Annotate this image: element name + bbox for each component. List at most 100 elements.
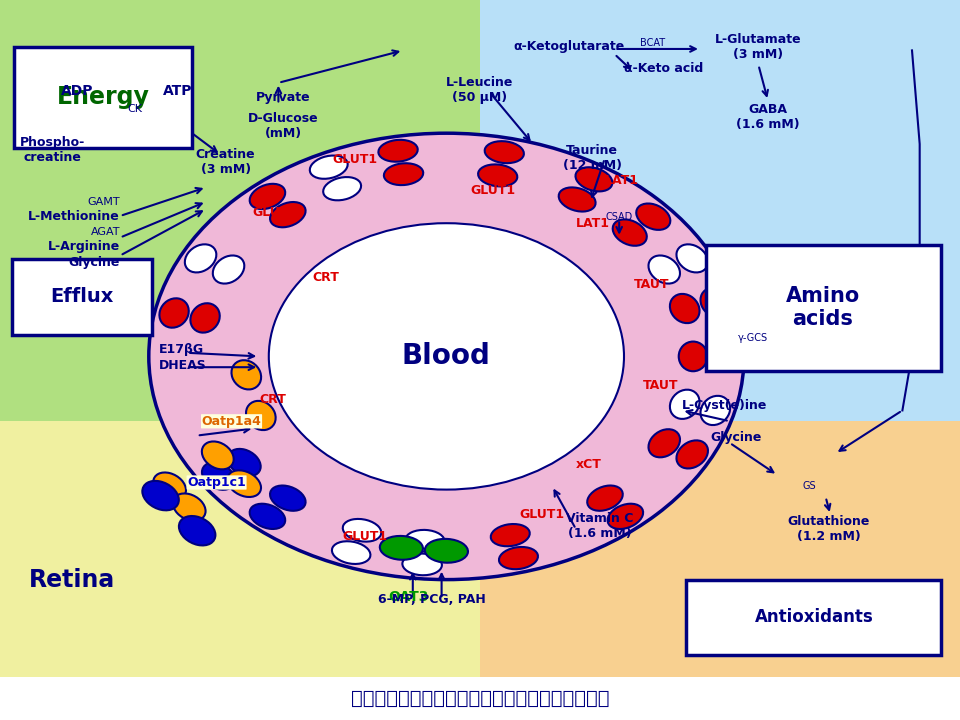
Ellipse shape: [670, 390, 700, 419]
Bar: [0, 421, 480, 677]
Text: GLUT1: GLUT1: [342, 530, 388, 543]
FancyBboxPatch shape: [686, 580, 941, 655]
Text: TAUT: TAUT: [634, 278, 669, 291]
Text: Taurine
(12 mM): Taurine (12 mM): [563, 145, 622, 172]
Text: AGAT: AGAT: [90, 227, 120, 237]
Text: 6-MP, PCG, PAH: 6-MP, PCG, PAH: [378, 593, 486, 606]
Text: CSAD: CSAD: [606, 212, 633, 222]
Ellipse shape: [173, 493, 205, 521]
Ellipse shape: [588, 485, 623, 510]
Text: γ-GCS: γ-GCS: [738, 333, 768, 343]
Text: GLUT1: GLUT1: [332, 153, 378, 166]
Text: CK: CK: [127, 104, 142, 114]
Ellipse shape: [190, 303, 220, 333]
Ellipse shape: [649, 256, 680, 284]
Text: L-Methionine: L-Methionine: [28, 210, 120, 222]
Text: L-Cyst(e)ine: L-Cyst(e)ine: [682, 399, 767, 412]
Ellipse shape: [499, 547, 538, 570]
Ellipse shape: [250, 184, 285, 209]
Ellipse shape: [425, 539, 468, 563]
Text: Energy: Energy: [58, 85, 150, 109]
Ellipse shape: [485, 141, 524, 163]
Circle shape: [149, 133, 744, 580]
Text: 内側血液網膜関門における輸送担体の発現と機能: 内側血液網膜関門における輸送担体の発現と機能: [350, 689, 610, 708]
Text: xCT: xCT: [576, 458, 602, 471]
Text: GLUT1: GLUT1: [470, 184, 516, 197]
Ellipse shape: [677, 441, 708, 469]
Text: Antioxidants: Antioxidants: [755, 608, 874, 626]
Text: Oatp1c1: Oatp1c1: [187, 476, 246, 489]
Text: L-Leucine
(50 μM): L-Leucine (50 μM): [446, 76, 514, 104]
Text: Blood: Blood: [402, 343, 491, 370]
Bar: [480, 0, 960, 421]
Ellipse shape: [310, 156, 348, 179]
Text: TAUT: TAUT: [643, 379, 679, 392]
Ellipse shape: [185, 244, 216, 272]
FancyBboxPatch shape: [12, 259, 152, 335]
Ellipse shape: [202, 441, 233, 469]
Text: DHEAS: DHEAS: [158, 359, 206, 372]
Ellipse shape: [491, 524, 530, 546]
Text: Glycine: Glycine: [710, 431, 762, 444]
Text: Efflux: Efflux: [50, 287, 113, 306]
Text: α-Ketoglutarate: α-Ketoglutarate: [514, 40, 625, 53]
Ellipse shape: [270, 485, 305, 510]
FancyBboxPatch shape: [706, 245, 941, 371]
Ellipse shape: [378, 140, 418, 162]
Ellipse shape: [612, 220, 647, 246]
Ellipse shape: [380, 536, 423, 559]
Ellipse shape: [677, 244, 708, 272]
Ellipse shape: [575, 167, 612, 192]
Ellipse shape: [670, 294, 700, 323]
Text: L-Arginine: L-Arginine: [48, 240, 120, 253]
Ellipse shape: [228, 449, 261, 476]
Ellipse shape: [228, 470, 261, 497]
Ellipse shape: [213, 256, 244, 284]
Text: ATP: ATP: [163, 84, 192, 99]
Ellipse shape: [636, 204, 670, 230]
Text: LAT1: LAT1: [576, 217, 610, 230]
Text: Creatine
(3 mM): Creatine (3 mM): [196, 148, 255, 176]
Text: Phospho-
creatine: Phospho- creatine: [20, 136, 85, 163]
Ellipse shape: [179, 516, 215, 546]
Ellipse shape: [154, 472, 186, 500]
Text: E17βG: E17βG: [158, 343, 204, 356]
Ellipse shape: [250, 504, 285, 529]
Ellipse shape: [332, 541, 371, 564]
Ellipse shape: [402, 554, 442, 575]
Text: Glycine: Glycine: [68, 256, 120, 269]
Bar: [0, 0, 480, 421]
Text: D-Glucose
(mM): D-Glucose (mM): [248, 112, 319, 140]
Text: Glutathione
(1.2 mM): Glutathione (1.2 mM): [787, 516, 870, 543]
Text: GS: GS: [803, 481, 816, 491]
Ellipse shape: [384, 163, 423, 185]
Text: Pyrvate: Pyrvate: [256, 91, 310, 104]
Bar: [480, 421, 960, 677]
Text: Retina: Retina: [29, 567, 115, 592]
Ellipse shape: [270, 202, 305, 228]
Ellipse shape: [405, 530, 444, 552]
Text: CRT: CRT: [259, 393, 286, 406]
Text: α-Keto acid: α-Keto acid: [624, 62, 704, 75]
Text: BCAT: BCAT: [640, 38, 665, 48]
Text: L-Glutamate
(3 mM): L-Glutamate (3 mM): [715, 33, 802, 60]
Ellipse shape: [159, 298, 189, 328]
Ellipse shape: [710, 341, 739, 372]
Text: LAT1: LAT1: [605, 174, 638, 186]
Ellipse shape: [701, 396, 731, 425]
Circle shape: [269, 223, 624, 490]
Text: GAMT: GAMT: [87, 197, 120, 207]
Text: ADP: ADP: [60, 84, 93, 99]
Text: Amino
acids: Amino acids: [785, 286, 860, 329]
Ellipse shape: [649, 429, 680, 457]
Ellipse shape: [559, 187, 595, 212]
Text: Oatp1a4: Oatp1a4: [202, 415, 261, 428]
Text: GABA
(1.6 mM): GABA (1.6 mM): [736, 103, 800, 130]
Text: OAT3: OAT3: [388, 590, 428, 604]
Ellipse shape: [142, 481, 179, 510]
Ellipse shape: [324, 177, 361, 200]
Ellipse shape: [701, 288, 731, 317]
Ellipse shape: [679, 341, 708, 372]
Text: GLUT1: GLUT1: [519, 508, 565, 521]
Text: CRT: CRT: [312, 271, 339, 284]
